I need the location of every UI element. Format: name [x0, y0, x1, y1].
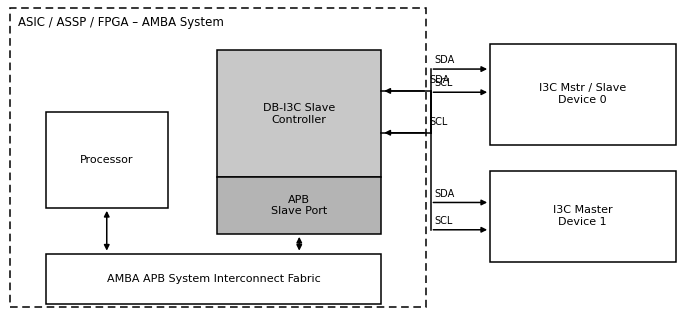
- Text: APB
Slave Port: APB Slave Port: [271, 195, 328, 216]
- Bar: [217, 177, 382, 234]
- Text: Processor: Processor: [80, 155, 134, 165]
- Text: AMBA APB System Interconnect Fabric: AMBA APB System Interconnect Fabric: [106, 274, 321, 284]
- Text: I3C Master
Device 1: I3C Master Device 1: [553, 205, 612, 227]
- Text: ASIC / ASSP / FPGA – AMBA System: ASIC / ASSP / FPGA – AMBA System: [18, 16, 224, 29]
- Bar: [46, 254, 382, 304]
- Bar: [46, 112, 168, 208]
- Text: SDA: SDA: [434, 188, 454, 199]
- Bar: [490, 171, 676, 262]
- Bar: [217, 50, 382, 177]
- Text: I3C Mstr / Slave
Device 0: I3C Mstr / Slave Device 0: [539, 84, 626, 105]
- Text: SCL: SCL: [434, 78, 452, 88]
- Text: SDA: SDA: [434, 55, 454, 65]
- Bar: [10, 8, 426, 307]
- Text: SCL: SCL: [430, 117, 448, 127]
- Bar: [490, 44, 676, 145]
- Text: SDA: SDA: [430, 75, 450, 85]
- Text: DB-I3C Slave
Controller: DB-I3C Slave Controller: [263, 103, 335, 124]
- Text: SCL: SCL: [434, 216, 452, 226]
